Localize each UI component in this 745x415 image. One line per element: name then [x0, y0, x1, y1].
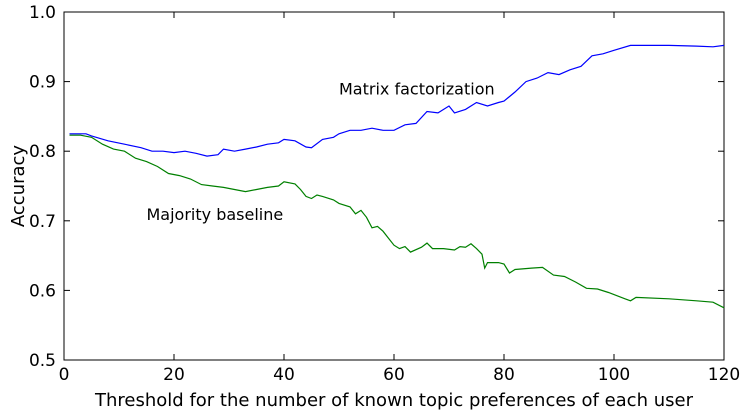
y-tick-label: 0.9: [29, 73, 56, 93]
x-axis: 0 20 40 60 80 100 120: [59, 12, 740, 385]
x-axis-label: Threshold for the number of known topic …: [94, 390, 694, 411]
x-tick-label: 20: [163, 365, 185, 385]
x-tick-label: 0: [59, 365, 70, 385]
series-label-1: Matrix factorization: [339, 80, 495, 99]
x-tick-label: 80: [493, 365, 515, 385]
series-label-2: Majority baseline: [147, 205, 284, 224]
x-tick-label: 120: [708, 365, 740, 385]
y-axis: 0.5 0.6 0.7 0.8 0.9 1.0: [29, 3, 724, 371]
y-tick-label: 1.0: [29, 3, 56, 23]
plot-frame: [63, 11, 725, 361]
series-line-1: [69, 44, 725, 157]
series-line-2: [69, 134, 725, 309]
y-axis-label: Accuracy: [8, 145, 29, 228]
y-tick-label: 0.5: [29, 351, 56, 371]
y-tick-label: 0.7: [29, 212, 56, 232]
x-tick-label: 60: [383, 365, 405, 385]
y-tick-label: 0.6: [29, 281, 56, 301]
x-tick-label: 40: [273, 365, 295, 385]
annotations: Matrix factorization Majority baseline: [147, 80, 495, 224]
series-layer: [69, 44, 725, 309]
y-tick-label: 0.8: [29, 142, 56, 162]
x-tick-label: 100: [598, 365, 630, 385]
